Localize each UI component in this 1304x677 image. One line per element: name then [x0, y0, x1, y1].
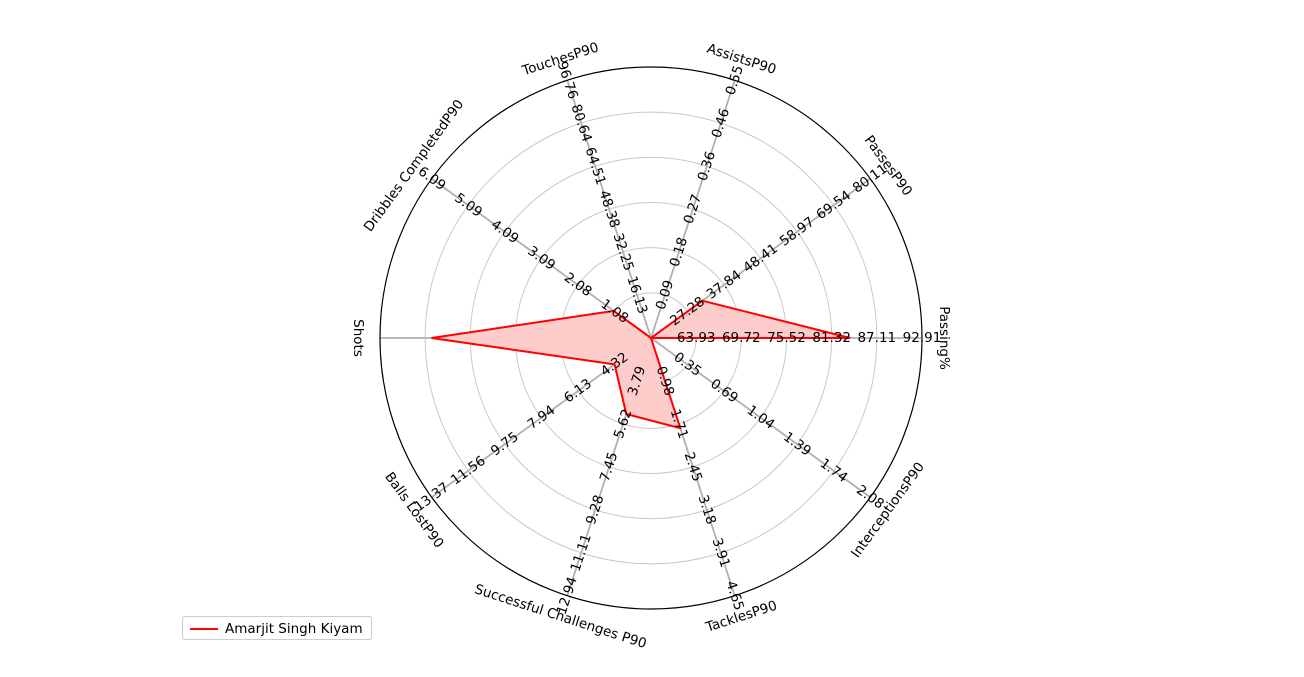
tick-label: 11.11: [568, 532, 595, 574]
tick-label: 69.54: [813, 187, 854, 223]
axis-label-shots: Shots: [350, 319, 366, 357]
tick-label: 0.18: [667, 235, 692, 269]
tick-label: 32.25: [610, 231, 637, 273]
tick-label: 0.09: [653, 278, 678, 312]
radar-series: [431, 299, 851, 430]
tick-label: 3.18: [695, 493, 720, 527]
tick-label: 9.28: [583, 493, 608, 527]
tick-label: 1.04: [744, 402, 778, 433]
tick-label: 75.52: [767, 330, 806, 346]
tick-label: 63.93: [677, 330, 716, 346]
radar-frame: [379, 66, 923, 610]
tick-label: 5.62: [611, 407, 636, 441]
tick-label: 58.97: [777, 214, 818, 250]
axis-label-passing: Passing%: [936, 306, 952, 370]
tick-label: 5.09: [451, 190, 485, 221]
tick-label: 2.45: [681, 450, 706, 484]
tick-label: 7.94: [525, 402, 559, 433]
tick-label: 0.36: [695, 149, 720, 183]
tick-label: 87.11: [857, 330, 896, 346]
axis-label-balls-lostp90: Balls LostP90: [381, 469, 447, 551]
axis-spoke-touchesp90: [566, 79, 652, 339]
tick-label: 16.13: [623, 274, 650, 316]
tick-label: 11.56: [448, 453, 489, 489]
tick-label: 2.08: [561, 270, 595, 301]
tick-label: 0.35: [671, 349, 705, 380]
tick-label: 0.69: [707, 376, 741, 407]
chart-legend: Amarjit Singh Kiyam: [182, 616, 372, 640]
tick-label: 7.45: [597, 450, 622, 484]
tick-label: 3.09: [525, 243, 559, 274]
legend-series-label: Amarjit Singh Kiyam: [225, 621, 363, 637]
tick-label: 1.39: [780, 429, 814, 460]
legend-series-line: [190, 628, 218, 630]
tick-label: 69.72: [722, 330, 761, 346]
tick-label: 6.13: [561, 376, 595, 407]
tick-label: 9.75: [488, 429, 522, 460]
axis-spoke-interceptionsp90: [650, 337, 871, 499]
tick-label: 48.38: [596, 188, 623, 230]
tick-label: 48.41: [740, 241, 781, 277]
tick-label: 0.27: [681, 192, 706, 226]
tick-label: 3.91: [709, 536, 734, 570]
axis-spoke-assistsp90: [650, 79, 736, 339]
tick-label: 0.46: [709, 106, 734, 140]
tick-label: 0.55: [722, 64, 747, 98]
tick-label: 37.84: [704, 267, 745, 303]
tick-label: 80.64: [568, 102, 595, 144]
series-area: [431, 300, 851, 429]
tick-label: 64.51: [582, 145, 609, 187]
tick-label: 1.74: [817, 455, 851, 486]
tick-label: 4.09: [488, 216, 522, 247]
tick-label: 81.32: [812, 330, 851, 346]
series-line: [431, 299, 851, 430]
tick-label: 92.91: [903, 330, 942, 346]
axis-label-dribbles-completedp90: Dribbles CompletedP90: [361, 97, 468, 235]
